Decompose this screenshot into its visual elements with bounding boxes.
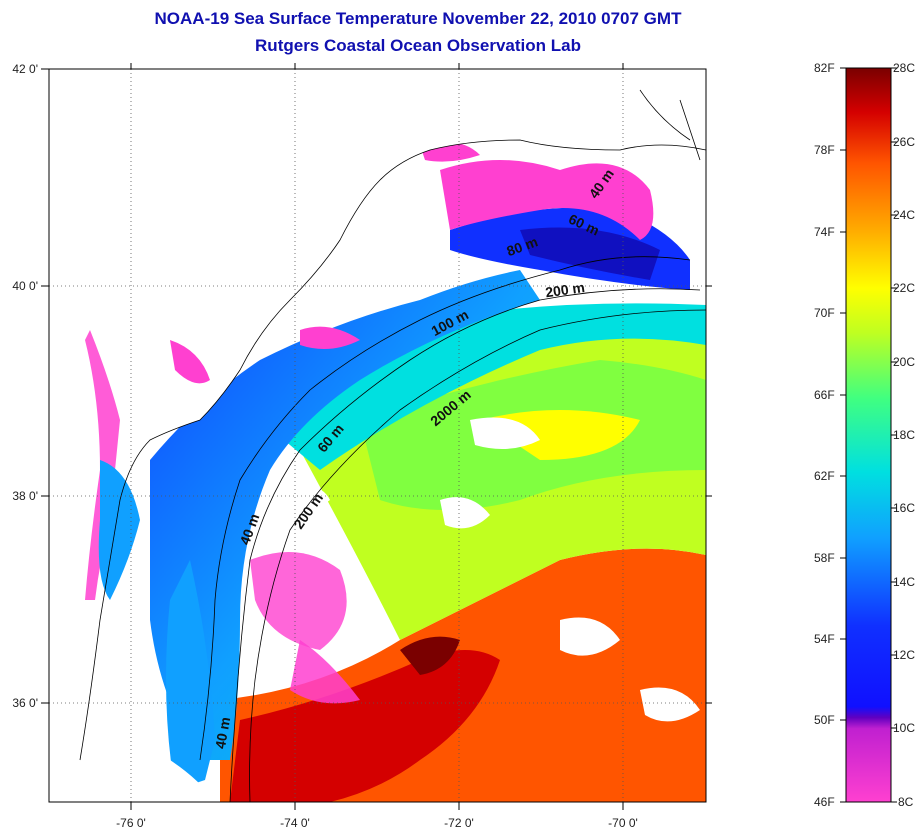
colorbar-f-label: 70F [814, 306, 835, 320]
map-subtitle: Rutgers Coastal Ocean Observation Lab [255, 36, 581, 55]
colorbar-c-label: 22C [893, 281, 916, 295]
colorbar-f-label: 46F [814, 795, 835, 809]
lon-label: -76 0' [116, 816, 146, 830]
contour-label: 40 m [212, 716, 233, 750]
colorbar-f-label: 78F [814, 143, 835, 157]
colorbar-c-label: 24C [893, 208, 916, 222]
colorbar-c-label: 8C [898, 795, 914, 809]
lat-label: 40 0' [12, 279, 38, 293]
graticule [49, 69, 706, 802]
colorbar-c-label: 20C [893, 355, 916, 369]
lat-label: 38 0' [12, 489, 38, 503]
colorbar [845, 67, 892, 803]
lon-label: -74 0' [280, 816, 310, 830]
colorbar-c-label: 10C [893, 721, 916, 735]
contour-label: 200 m [544, 279, 586, 300]
map-ticks [41, 63, 712, 810]
colorbar-f-label: 62F [814, 469, 835, 483]
lat-label: 42 0' [12, 62, 38, 76]
lat-label: 36 0' [12, 696, 38, 710]
colorbar-f-label: 54F [814, 632, 835, 646]
colorbar-f-label: 74F [814, 225, 835, 239]
map-frame [48, 68, 707, 803]
colorbar-f-label: 82F [814, 61, 835, 75]
colorbar-c-label: 16C [893, 501, 916, 515]
colorbar-c-label: 18C [893, 428, 916, 442]
colorbar-ticks [840, 67, 897, 803]
map-title: NOAA-19 Sea Surface Temperature November… [154, 9, 682, 28]
colorbar-f-label: 66F [814, 388, 835, 402]
colorbar-f-label: 58F [814, 551, 835, 565]
colorbar-c-label: 26C [893, 135, 916, 149]
coastline-contours [79, 89, 706, 802]
colorbar-c-label: 28C [893, 61, 916, 75]
colorbar-c-label: 14C [893, 575, 916, 589]
sst-raster [49, 69, 706, 802]
colorbar-f-label: 50F [814, 713, 835, 727]
lon-label: -72 0' [444, 816, 474, 830]
lon-label: -70 0' [608, 816, 638, 830]
colorbar-c-label: 12C [893, 648, 916, 662]
